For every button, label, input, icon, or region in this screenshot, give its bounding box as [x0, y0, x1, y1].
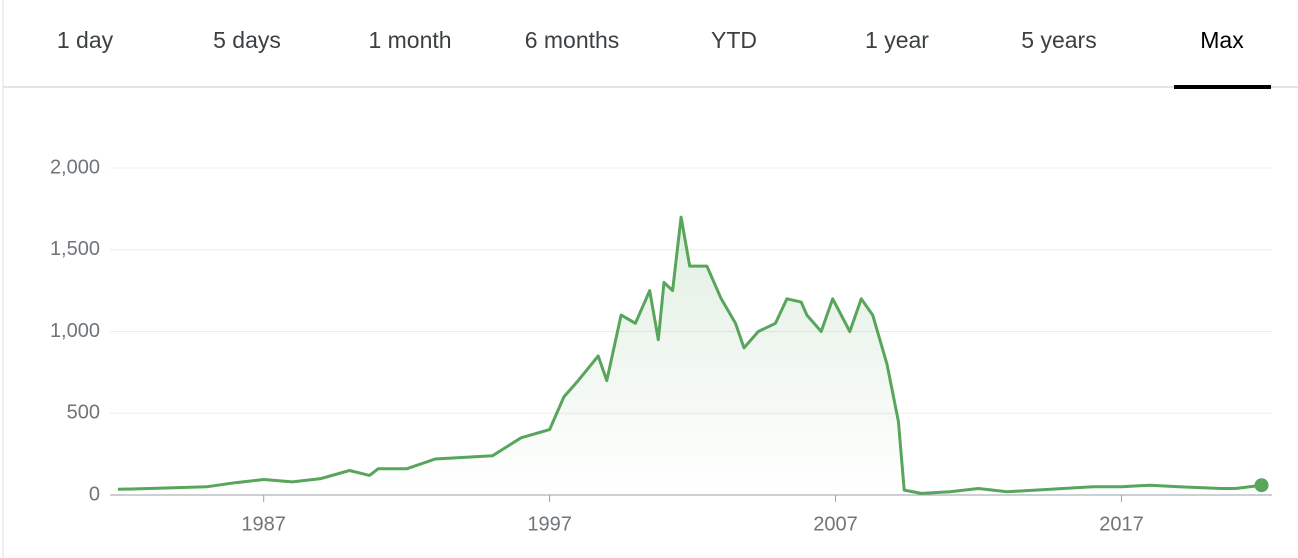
- active-tab-indicator: [1174, 85, 1271, 89]
- tab[interactable]: 5 days: [213, 27, 281, 53]
- price-line: [117, 215, 1262, 495]
- x-tick-label: 1987: [241, 513, 286, 535]
- y-tick-label: 2,000: [50, 156, 100, 178]
- tab[interactable]: 1 day: [57, 27, 114, 53]
- tab[interactable]: 1 year: [865, 27, 929, 53]
- y-tick-label: 1,000: [50, 320, 100, 342]
- y-tick-label: 0: [89, 483, 100, 505]
- tab[interactable]: 1 month: [368, 27, 451, 53]
- tab[interactable]: YTD: [711, 27, 757, 53]
- y-tick-label: 500: [67, 402, 100, 424]
- tab[interactable]: 5 years: [1021, 27, 1096, 53]
- tab[interactable]: Max: [1200, 27, 1244, 53]
- y-tick-label: 1,500: [50, 238, 100, 260]
- x-tick-label: 1997: [527, 513, 572, 535]
- area: [117, 217, 1262, 495]
- last-point: [1254, 478, 1269, 493]
- x-tick-label: 2017: [1099, 513, 1144, 535]
- x-tick-label: 2007: [813, 513, 858, 535]
- tab[interactable]: 6 months: [525, 27, 620, 53]
